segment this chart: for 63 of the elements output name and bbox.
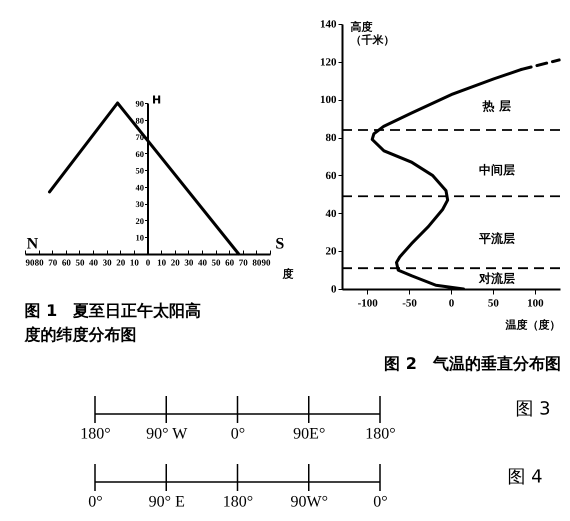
x-tick-label: -100 (358, 298, 378, 310)
x-axis-title: 度 (282, 268, 294, 280)
annotation: 热 层 (482, 99, 511, 114)
x-tick-label: 70 (48, 258, 58, 268)
x-tick-label: 40 (89, 258, 99, 268)
x-tick-label: 10 (157, 258, 167, 268)
x-tick-label: 90 (262, 258, 271, 268)
category-label: 180° (80, 426, 111, 442)
x-tick-label: 30 (102, 258, 112, 268)
annotation: 对流层 (478, 271, 515, 286)
text: S (275, 235, 284, 252)
y-tick-label: 40 (136, 182, 144, 192)
y-tick-label: 0 (331, 284, 337, 296)
y-tick-label: 60 (326, 170, 337, 182)
category-label: 180° (222, 494, 254, 510)
text: 图 1 夏至日正午太阳高度的纬度分布图 (24, 301, 202, 344)
y-tick-label: 40 (326, 208, 337, 220)
y-tick-label: 10 (136, 232, 144, 243)
category-label: 90° W (146, 426, 188, 442)
y-tick-label: 100 (320, 94, 337, 106)
y-tick-label: 80 (136, 115, 144, 126)
y-tick-label: 60 (136, 148, 144, 159)
category-label: 90E° (293, 426, 326, 442)
y-tick-label: 140 (320, 18, 337, 30)
x-tick-label: 0 (448, 298, 455, 310)
y-axis-title: 高度（千米） (350, 20, 394, 46)
x-tick-label: 40 (198, 258, 208, 268)
text: 图 3 (515, 398, 551, 420)
x-tick-label: 70 (238, 258, 248, 268)
y-axis-title: H (152, 94, 162, 106)
x-tick-label: 90 (26, 258, 35, 268)
y-tick-label: 30 (136, 199, 144, 210)
x-tick-label: 100 (527, 298, 544, 310)
category-label: 0° (373, 494, 388, 510)
x-tick-label: 20 (170, 258, 180, 268)
y-tick-label: 120 (320, 56, 337, 68)
x-tick-label: 50 (75, 258, 85, 268)
x-tick-label: 20 (116, 258, 126, 268)
text: 图 2 气温的垂直分布图 (384, 354, 561, 373)
x-tick-label: 60 (62, 258, 72, 268)
annotation: N (26, 235, 39, 252)
y-tick-label: 20 (326, 246, 337, 258)
x-tick-label: 80 (252, 258, 262, 268)
category-label: 90W° (290, 494, 328, 510)
category-label: 0° (88, 494, 103, 510)
text: 图 4 (507, 466, 543, 488)
x-tick-label: 30 (184, 258, 194, 268)
annotation: 中间层 (478, 162, 515, 177)
x-tick-label: 0 (146, 258, 151, 268)
x-axis-title: 温度（度） (504, 318, 560, 332)
x-tick-label: 60 (225, 258, 235, 268)
x-tick-label: 80 (34, 258, 44, 268)
y-tick-label: 20 (136, 216, 144, 226)
annotation: 平流层 (478, 232, 515, 246)
category-label: 180° (365, 426, 396, 442)
x-tick-label: -50 (402, 298, 418, 310)
y-tick-label: 80 (326, 132, 337, 144)
category-label: 90° E (148, 494, 185, 510)
x-tick-label: 50 (212, 258, 222, 268)
y-tick-label: 50 (136, 166, 144, 176)
y-tick-label: 90 (136, 98, 144, 108)
x-tick-label: 50 (488, 298, 500, 310)
category-label: 0° (230, 426, 246, 442)
